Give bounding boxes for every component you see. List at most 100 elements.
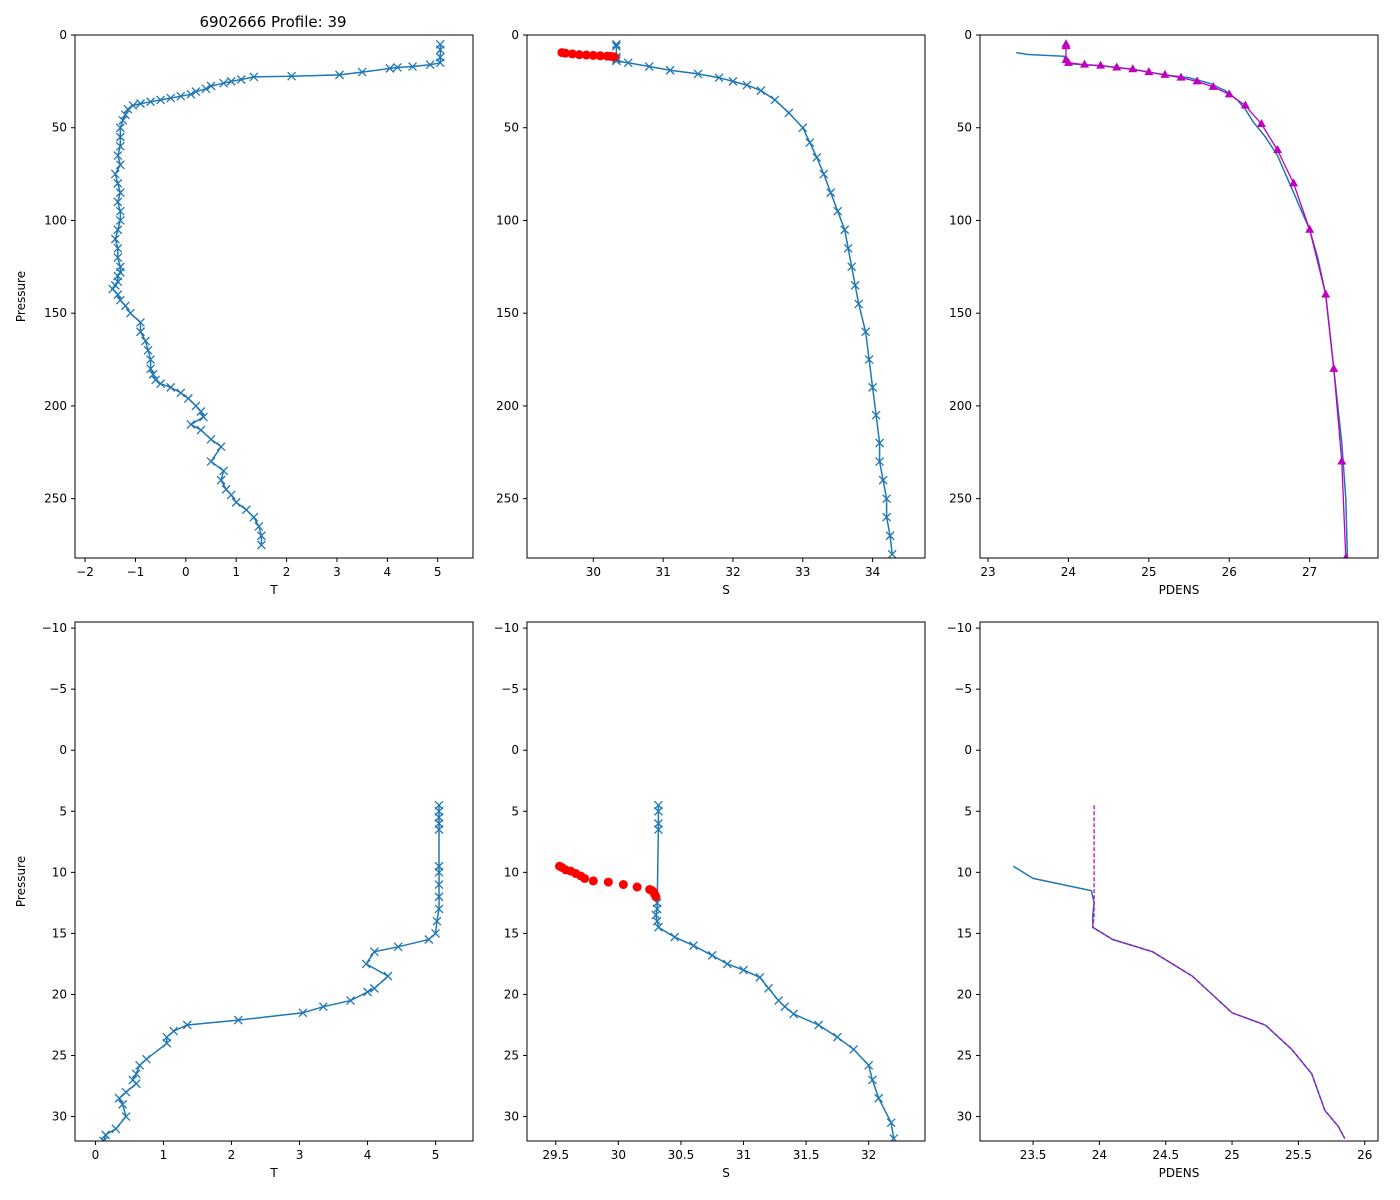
data-point-x [287,71,297,81]
data-point-x [115,123,125,133]
data-point-x [121,1112,131,1122]
data-point-x [889,1134,899,1141]
data-point-x [206,81,216,91]
data-point-x [226,490,236,500]
flagged-triangle [1176,72,1186,81]
y-tick-label: 10 [52,865,67,879]
y-axis-label: Pressure [14,856,28,907]
data-point-x [728,76,738,86]
data-point-x [146,364,156,374]
data-point-x [361,959,371,969]
data-point-x [847,262,857,272]
data-point-x [166,93,176,103]
data-point-x [318,1002,328,1012]
data-point-x [136,327,145,337]
y-tick-label: 25 [52,1049,67,1063]
data-point-x [826,188,836,198]
data-point-x [434,892,444,902]
y-tick-label: −5 [501,682,519,696]
data-point-x [111,1124,121,1134]
y-tick-label: 30 [52,1110,67,1124]
flagged-point [632,882,642,892]
flagged-triangle [1061,41,1071,50]
data-point-x [408,62,418,71]
axes-frame [979,34,1379,559]
data-point-x [113,225,123,235]
data-point-x [369,947,379,957]
data-point-x [233,1015,243,1025]
y-tick-label: 20 [957,987,972,1001]
x-tick-label: 0 [92,1148,100,1162]
flagged-point [651,892,661,902]
data-point-x [833,206,843,216]
data-point-x [115,216,125,225]
flagged-point [574,50,584,60]
flagged-point [580,873,590,883]
data-point-x [434,825,444,835]
data-point-x [120,110,130,120]
data-point-x [644,62,654,71]
data-point-x [298,1008,308,1018]
y-tick-label: 250 [496,492,519,506]
data-point-x [256,531,266,541]
x-tick-label: 31 [736,1148,751,1162]
flagged-triangle [1224,89,1234,98]
data-point-x [206,434,216,444]
data-point-x [882,494,892,504]
y-tick-label: −10 [42,621,67,635]
data-point-x [739,965,748,975]
x-tick-label: 33 [795,565,810,579]
data-point-x [886,1118,896,1128]
data-point-x [99,1136,109,1141]
y-tick-label: −10 [494,621,519,635]
data-point-x [254,522,264,531]
data-point-x [653,825,663,835]
data-point-x [156,95,166,105]
data-point-x [670,932,680,942]
data-point-x [182,1020,192,1030]
flagged-point [581,50,591,60]
data-point-x [392,62,402,72]
y-tick-label: 15 [52,926,67,940]
flagged-triangle [1063,57,1073,66]
plot-area [108,39,445,550]
data-point-x [135,1060,145,1070]
figure-title: 6902666 Profile: 39 [199,13,346,31]
y-tick-label: 50 [52,121,67,135]
data-point-x [191,87,201,97]
data-point-x [183,394,193,403]
subplot-pdens_full: 23 24 25 26 27 0 50 100 150 200 250 PDENS [949,28,1379,597]
y-tick-label: 5 [59,804,67,818]
x-tick-label: 31.5 [793,1148,820,1162]
data-point-x [868,382,878,392]
x-tick-label: 34 [865,565,880,579]
y-tick-label: −5 [954,682,972,696]
data-point-x [875,457,885,467]
series-flagged-s [557,48,619,62]
data-point-x [176,388,186,398]
data-point-x [231,497,241,507]
data-point-x [110,234,120,244]
y-tick-label: 0 [964,743,972,757]
y-tick-label: 25 [957,1049,972,1063]
y-tick-label: 100 [496,213,519,227]
y-tick-label: 0 [511,28,519,42]
series-t [99,800,444,1141]
data-point-x [814,1020,824,1030]
x-tick-label: 1 [232,565,240,579]
x-axis-label: T [269,1166,278,1180]
data-point-x [425,60,435,70]
y-tick-label: 5 [511,804,519,818]
data-point-x [120,301,130,311]
flagged-triangle [1343,553,1349,558]
data-point-x [812,152,822,162]
data-point-x [789,1009,799,1019]
data-point-x [756,86,766,96]
y-tick-label: 15 [957,926,972,940]
data-point-x [843,243,853,253]
data-point-x [346,996,355,1006]
x-tick-label: 25 [1224,1148,1239,1162]
data-point-x [241,505,251,515]
x-tick-label: 31 [656,565,671,579]
